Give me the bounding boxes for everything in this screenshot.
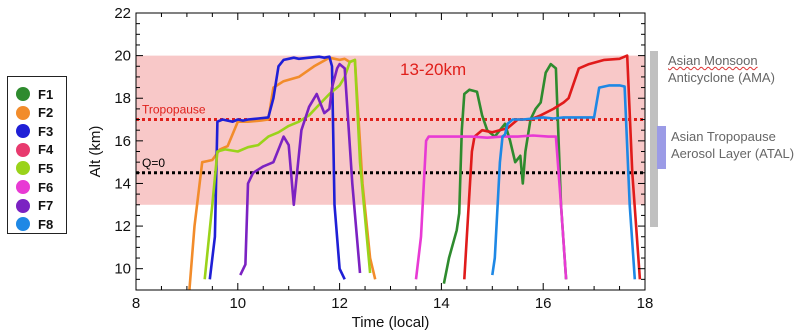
y-tick-label: 20: [114, 48, 131, 65]
series-line-f6: [414, 134, 568, 280]
y-axis-label: Alt (km): [87, 126, 104, 178]
y-tick-label: 16: [114, 133, 131, 150]
legend-item-f2: F2: [16, 104, 53, 122]
ama-label-line1: Asian Monsoon: [668, 53, 758, 68]
legend-item-f3: F3: [16, 122, 53, 140]
y-tick-label: 10: [114, 261, 131, 278]
legend-item-f4: F4: [16, 141, 53, 159]
legend-swatch: [16, 87, 30, 101]
tropopause-label: Tropopause: [142, 103, 206, 117]
x-tick-label: 16: [535, 295, 552, 312]
legend-item-f5: F5: [16, 159, 53, 177]
legend-swatch: [16, 105, 30, 120]
series-line-f1: [442, 62, 568, 284]
x-tick-label: 18: [637, 295, 654, 312]
legend: F1 F2 F3 F4 F5 F6 F7 F8: [7, 76, 67, 234]
legend-label: F8: [38, 216, 54, 232]
legend-swatch: [16, 124, 30, 139]
legend-label: F6: [38, 179, 54, 195]
q0-label: Q=0: [142, 156, 165, 170]
series-line-f5: [203, 58, 372, 280]
legend-swatch: [16, 180, 30, 194]
series-line-f7: [239, 62, 362, 276]
ama-label-line2: Anticyclone (AMA): [668, 70, 775, 85]
series-line-f4: [463, 54, 642, 280]
legend-swatch: [16, 161, 30, 176]
legend-swatch: [16, 142, 30, 157]
legend-item-f1: F1: [16, 85, 53, 103]
legend-item-f7: F7: [16, 197, 53, 215]
legend-item-f6: F6: [16, 178, 53, 196]
altitude-band: [136, 55, 645, 205]
series-line-f3: [208, 55, 346, 280]
legend-label: F4: [38, 142, 54, 158]
legend-label: F7: [38, 198, 54, 214]
legend-label: F2: [38, 105, 54, 121]
y-tick-label: 22: [114, 5, 131, 22]
series-line-f8: [491, 84, 637, 280]
legend-swatch: [16, 198, 30, 213]
atal-label: Asian Tropopause Aerosol Layer (ATAL): [671, 128, 794, 162]
band-label: 13-20km: [400, 60, 466, 79]
legend-label: F1: [38, 86, 54, 102]
x-tick-label: 12: [331, 295, 348, 312]
y-tick-label: 12: [114, 218, 131, 235]
y-tick-label: 14: [114, 175, 131, 192]
y-tick-label: 18: [114, 90, 131, 107]
atal-label-line1: Asian Tropopause: [671, 129, 776, 144]
x-tick-label: 10: [229, 295, 246, 312]
legend-label: F5: [38, 160, 54, 176]
x-tick-label: 8: [132, 295, 140, 312]
legend-item-f8: F8: [16, 215, 53, 233]
atal-label-line2: Aerosol Layer (ATAL): [671, 146, 795, 161]
legend-label: F3: [38, 123, 54, 139]
ama-range-bar: [650, 51, 658, 227]
legend-swatch: [16, 217, 30, 232]
atal-range-bar: [657, 126, 666, 169]
ama-label: Asian Monsoon Anticyclone (AMA): [668, 52, 775, 86]
x-axis-label: Time (local): [352, 314, 430, 331]
x-tick-label: 14: [433, 295, 450, 312]
